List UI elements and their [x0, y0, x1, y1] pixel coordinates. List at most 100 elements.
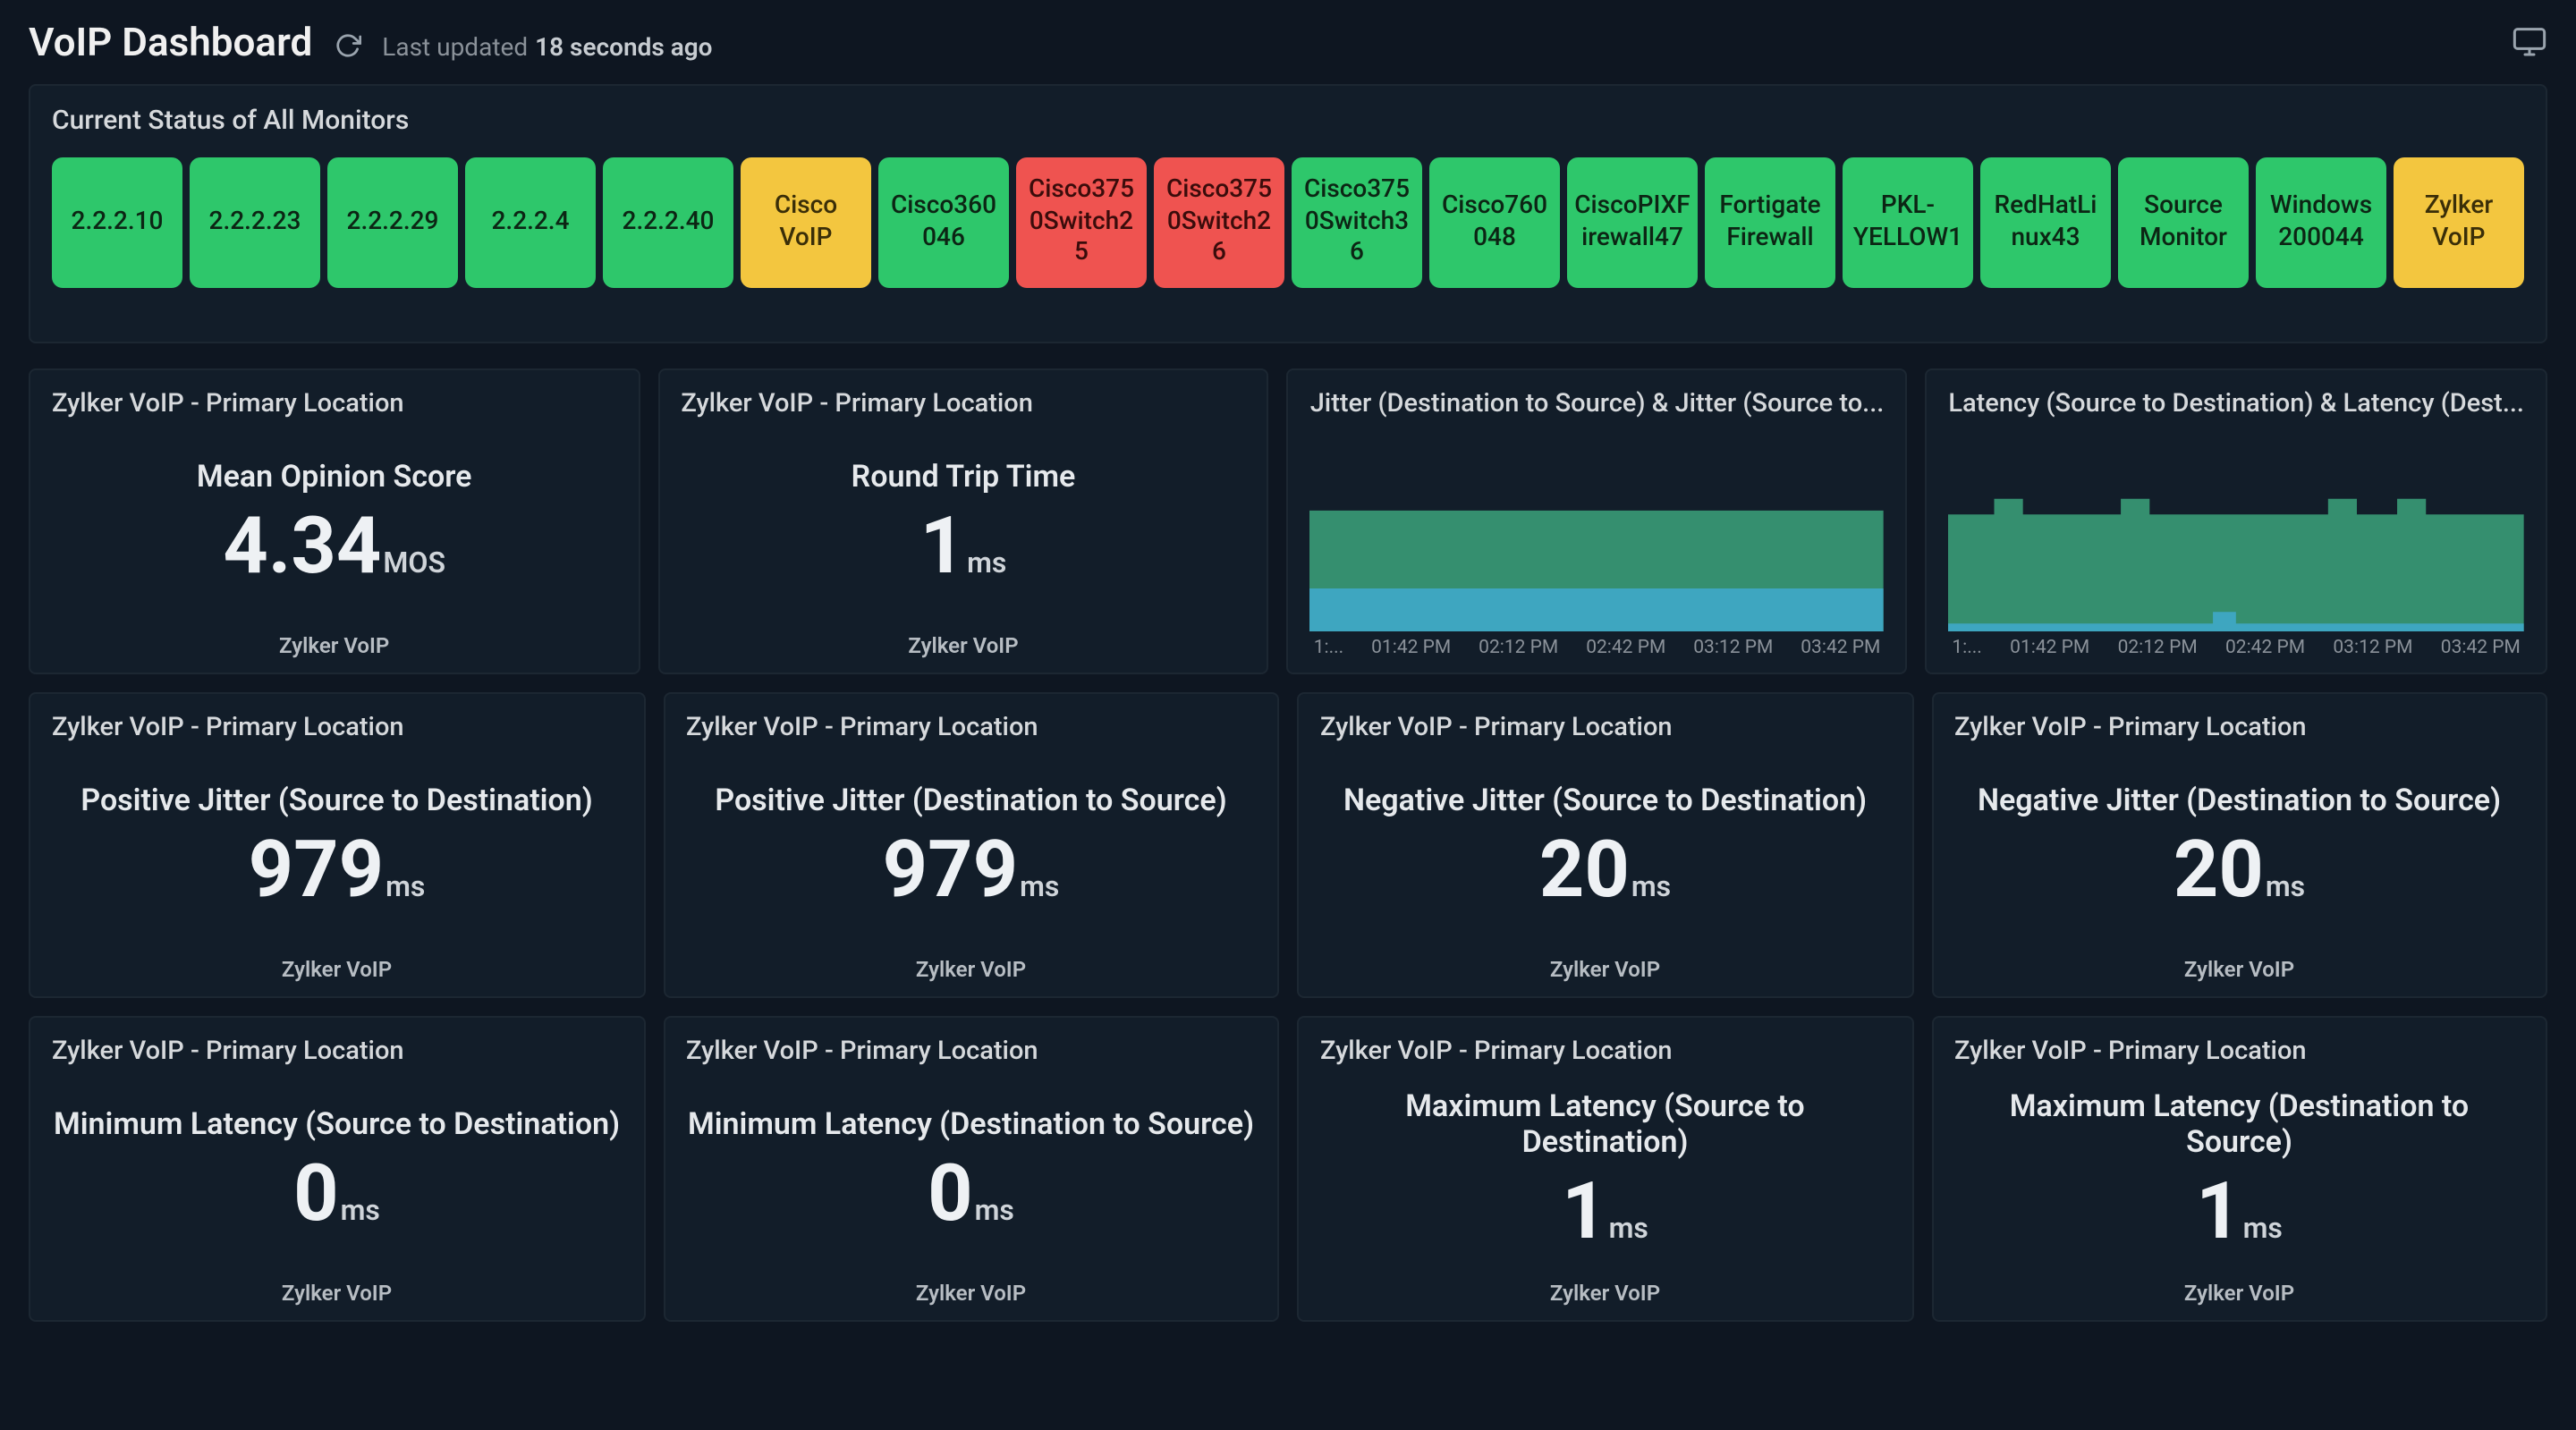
monitor-label: Cisco760048: [1436, 191, 1553, 254]
metric-label: Negative Jitter (Destination to Source): [1978, 783, 2501, 819]
chart-card: Jitter (Destination to Source) & Jitter …: [1287, 368, 1908, 674]
monitor-tile[interactable]: CiscoPIXFirewall47: [1567, 157, 1698, 288]
card-title: Zylker VoIP - Primary Location: [52, 1036, 622, 1066]
monitor-label: 2.2.2.40: [623, 207, 715, 239]
metric-label: Mean Opinion Score: [197, 460, 472, 495]
metric-footer: Zylker VoIP: [686, 1281, 1256, 1306]
metric-card: Zylker VoIP - Primary Location Maximum L…: [1297, 1016, 1913, 1322]
metric-label: Positive Jitter (Source to Destination): [80, 783, 592, 819]
metric-card: Zylker VoIP - Primary Location Negative …: [1297, 692, 1913, 998]
refresh-icon[interactable]: [334, 32, 360, 66]
monitor-tile[interactable]: Source Monitor: [2118, 157, 2249, 288]
monitor-label: Cisco3750Switch25: [1023, 176, 1140, 270]
metric-label: Round Trip Time: [852, 460, 1076, 495]
chart-canvas: [1948, 419, 2524, 631]
monitor-tile[interactable]: 2.2.2.10: [52, 157, 182, 288]
monitor-tile[interactable]: Cisco3750Switch36: [1292, 157, 1422, 288]
metric-value: 0: [928, 1154, 973, 1232]
chart-xaxis: 1:...01:42 PM02:12 PM02:42 PM03:12 PM03:…: [1310, 635, 1885, 658]
monitor-tile[interactable]: Cisco3750Switch26: [1154, 157, 1284, 288]
metric-footer: Zylker VoIP: [686, 957, 1256, 982]
metric-unit: ms: [2243, 1211, 2283, 1245]
chart-tick: 02:42 PM: [2225, 635, 2305, 658]
metric-value: 1: [2196, 1172, 2241, 1250]
metric-value: 979: [249, 830, 384, 909]
metric-label: Maximum Latency (Destination to Source): [1954, 1089, 2524, 1161]
monitor-tile[interactable]: Cisco VoIP: [741, 157, 871, 288]
card-title: Zylker VoIP - Primary Location: [1320, 1036, 1890, 1066]
monitor-label: Cisco360046: [886, 191, 1002, 254]
metric-value: 4.34: [223, 506, 381, 585]
metric-unit: ms: [386, 869, 425, 903]
metric-footer: Zylker VoIP: [681, 633, 1245, 658]
monitor-label: Windows 200044: [2263, 191, 2379, 254]
header: VoIP Dashboard Last updated 18 seconds a…: [29, 21, 2547, 66]
card-title: Zylker VoIP - Primary Location: [686, 712, 1256, 742]
monitor-label: Cisco3750Switch26: [1161, 176, 1277, 270]
monitor-label: CiscoPIXFirewall47: [1574, 191, 1690, 254]
card-title: Zylker VoIP - Primary Location: [681, 388, 1245, 419]
metric-footer: Zylker VoIP: [1320, 1281, 1890, 1306]
monitor-tile[interactable]: Cisco3750Switch25: [1016, 157, 1147, 288]
metric-footer: Zylker VoIP: [52, 633, 616, 658]
metric-card: Zylker VoIP - Primary Location Maximum L…: [1931, 1016, 2547, 1322]
card-title: Latency (Source to Destination) & Latenc…: [1948, 388, 2524, 419]
monitor-tile[interactable]: 2.2.2.4: [465, 157, 596, 288]
monitor-label: Fortigate Firewall: [1712, 191, 1828, 254]
monitor-tile[interactable]: 2.2.2.29: [327, 157, 458, 288]
last-updated-label: Last updated: [382, 34, 528, 63]
chart-tick: 03:12 PM: [1693, 635, 1773, 658]
monitor-tile[interactable]: Fortigate Firewall: [1705, 157, 1835, 288]
chart-tick: 1:...: [1952, 635, 1982, 658]
card-title: Zylker VoIP - Primary Location: [52, 388, 616, 419]
chart-svg: [1310, 436, 1885, 631]
monitor-tile[interactable]: PKL-YELLOW1: [1843, 157, 1973, 288]
monitor-tile[interactable]: Windows 200044: [2256, 157, 2386, 288]
chart-canvas: [1310, 419, 1885, 631]
monitor-label: 2.2.2.29: [347, 207, 439, 239]
chart-tick: 02:12 PM: [2118, 635, 2198, 658]
monitor-tile[interactable]: Cisco360046: [878, 157, 1009, 288]
card-title: Jitter (Destination to Source) & Jitter …: [1310, 388, 1885, 419]
metric-label: Minimum Latency (Destination to Source): [688, 1107, 1254, 1143]
metric-label: Maximum Latency (Source to Destination): [1320, 1089, 1890, 1161]
metric-card: Zylker VoIP - Primary Location Positive …: [663, 692, 1279, 998]
monitor-label: RedHatLinux43: [1987, 191, 2104, 254]
metric-row-2: Zylker VoIP - Primary Location Positive …: [29, 692, 2547, 998]
metric-label: Minimum Latency (Source to Destination): [54, 1107, 620, 1143]
last-updated-time: 18 seconds ago: [535, 34, 712, 63]
metric-unit: ms: [967, 546, 1006, 580]
metric-unit: ms: [1609, 1211, 1648, 1245]
metric-unit: ms: [1020, 869, 1059, 903]
metric-unit: MOS: [383, 546, 445, 580]
metric-value: 1: [1562, 1172, 1607, 1250]
chart-tick: 02:12 PM: [1479, 635, 1558, 658]
monitor-label: 2.2.2.23: [209, 207, 301, 239]
metric-footer: Zylker VoIP: [1954, 957, 2524, 982]
metric-label: Positive Jitter (Destination to Source): [715, 783, 1226, 819]
metric-value: 20: [1539, 830, 1630, 909]
chart-tick: 01:42 PM: [2010, 635, 2089, 658]
chart-tick: 1:...: [1314, 635, 1344, 658]
monitor-tile[interactable]: Zylker VoIP: [2394, 157, 2524, 288]
metric-card: Zylker VoIP - Primary Location Minimum L…: [29, 1016, 645, 1322]
metric-footer: Zylker VoIP: [1320, 957, 1890, 982]
monitor-tile[interactable]: 2.2.2.40: [603, 157, 733, 288]
card-title: Zylker VoIP - Primary Location: [686, 1036, 1256, 1066]
monitor-tile[interactable]: RedHatLinux43: [1980, 157, 2111, 288]
monitor-tile[interactable]: Cisco760048: [1429, 157, 1560, 288]
chart-tick: 03:42 PM: [2441, 635, 2521, 658]
display-icon[interactable]: [2512, 22, 2547, 65]
card-title: Zylker VoIP - Primary Location: [52, 712, 622, 742]
metric-card: Zylker VoIP - Primary Location Round Tri…: [657, 368, 1268, 674]
chart-tick: 03:42 PM: [1801, 635, 1880, 658]
metric-label: Negative Jitter (Source to Destination): [1343, 783, 1867, 819]
metric-card: Zylker VoIP - Primary Location Minimum L…: [663, 1016, 1279, 1322]
metric-row-3: Zylker VoIP - Primary Location Minimum L…: [29, 1016, 2547, 1322]
chart-tick: 03:12 PM: [2333, 635, 2412, 658]
monitor-tile[interactable]: 2.2.2.23: [190, 157, 320, 288]
monitor-label: PKL-YELLOW1: [1850, 191, 1966, 254]
metric-footer: Zylker VoIP: [52, 1281, 622, 1306]
metric-footer: Zylker VoIP: [52, 957, 622, 982]
chart-tick: 01:42 PM: [1371, 635, 1451, 658]
